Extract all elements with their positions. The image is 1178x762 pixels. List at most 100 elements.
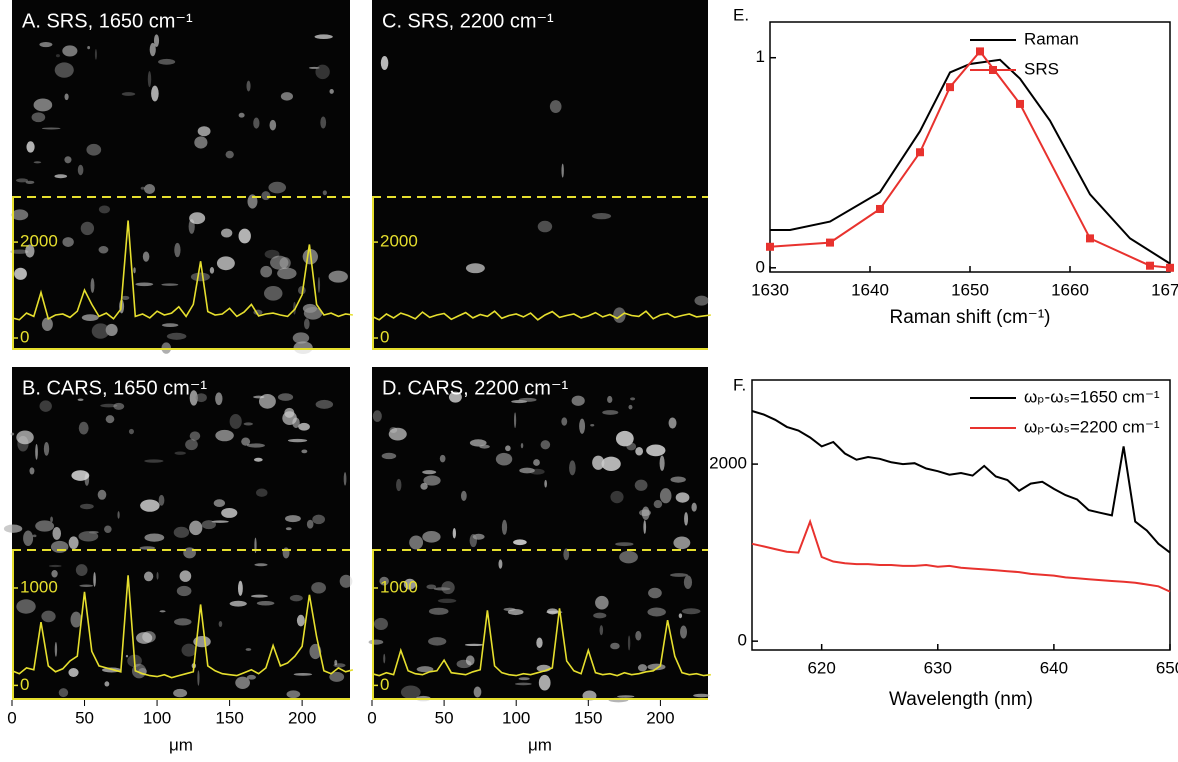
- speckle: [133, 267, 136, 274]
- speckle: [518, 677, 530, 681]
- x-tick-label: 50: [75, 708, 94, 727]
- x-tick-label: 100: [502, 708, 530, 727]
- speckle: [296, 614, 305, 627]
- speckle: [561, 163, 564, 178]
- speckle: [675, 492, 690, 503]
- speckle: [35, 444, 38, 460]
- speckle: [426, 584, 437, 590]
- speckle: [33, 161, 42, 164]
- speckle: [537, 220, 553, 233]
- speckle: [261, 191, 271, 201]
- speckle: [285, 515, 301, 523]
- speckle: [68, 536, 79, 550]
- speckle: [423, 475, 441, 486]
- speckle: [237, 580, 243, 596]
- speckle: [379, 576, 389, 586]
- speckle: [409, 535, 424, 550]
- speckle: [144, 184, 156, 195]
- speckle: [250, 594, 268, 598]
- x-tick-label: 1640: [851, 280, 889, 299]
- speckle: [113, 402, 125, 410]
- speckle: [143, 571, 154, 582]
- speckle: [39, 400, 52, 412]
- speckle: [41, 127, 61, 130]
- y-tick-label: 0: [20, 675, 29, 694]
- speckle: [173, 526, 190, 538]
- speckle: [80, 221, 95, 236]
- speckle: [320, 116, 327, 129]
- speckle: [77, 164, 84, 176]
- speckle: [549, 100, 562, 113]
- speckle: [520, 442, 524, 449]
- speckle: [43, 442, 50, 456]
- speckle: [158, 494, 165, 506]
- series-line: [751, 518, 1171, 593]
- speckle: [314, 34, 333, 40]
- speckle: [428, 637, 447, 646]
- speckle: [533, 459, 540, 466]
- speckle: [201, 520, 216, 530]
- speckle: [518, 397, 537, 402]
- y-tick-label: 1: [756, 47, 765, 66]
- speckle: [121, 295, 130, 300]
- speckle: [268, 181, 287, 194]
- speckle: [422, 531, 441, 543]
- speckle: [68, 668, 79, 677]
- speckle: [670, 476, 686, 483]
- speckle: [400, 685, 421, 699]
- speckle: [452, 527, 457, 539]
- speckle: [100, 403, 118, 408]
- legend-label: ωₚ-ωₛ=2200 cm⁻¹: [1024, 417, 1160, 436]
- legend-marker: [989, 66, 997, 74]
- speckle: [39, 41, 53, 48]
- speckle: [659, 488, 672, 504]
- legend-label: Raman: [1024, 29, 1079, 48]
- speckle: [599, 625, 604, 636]
- speckle: [78, 421, 89, 435]
- speckle: [194, 136, 208, 149]
- speckle: [277, 267, 297, 280]
- speckle: [209, 267, 215, 274]
- speckle: [456, 659, 472, 669]
- speckle: [617, 695, 635, 698]
- speckle: [253, 117, 260, 129]
- speckle: [678, 613, 683, 619]
- speckle: [75, 564, 88, 577]
- panel-title: B. CARS, 1650 cm⁻¹: [22, 377, 207, 399]
- speckle: [54, 174, 68, 179]
- speckle: [615, 542, 634, 547]
- legend-label: ωₚ-ωₛ=1650 cm⁻¹: [1024, 387, 1160, 406]
- speckle: [538, 674, 551, 691]
- speckle: [513, 539, 527, 546]
- speckle: [197, 670, 200, 686]
- speckle: [23, 530, 34, 547]
- speckle: [513, 412, 517, 429]
- speckle: [312, 514, 326, 525]
- speckle: [628, 404, 633, 410]
- speckle: [264, 249, 280, 259]
- speckle: [317, 277, 321, 293]
- speckle: [469, 439, 487, 447]
- speckle: [104, 681, 110, 687]
- speckle: [179, 570, 192, 582]
- speckle: [50, 516, 53, 523]
- speckle: [78, 531, 99, 542]
- panel-label: E.: [733, 5, 749, 24]
- marker: [1166, 263, 1174, 272]
- speckle: [315, 64, 330, 80]
- speckle: [293, 672, 313, 676]
- speckle: [79, 584, 94, 587]
- speckle: [615, 430, 634, 447]
- speckle: [29, 467, 35, 475]
- profile-frame: [12, 550, 350, 700]
- speckle: [54, 641, 58, 657]
- y-tick-label: 1000: [20, 577, 58, 596]
- speckle: [159, 610, 166, 613]
- speckle: [238, 112, 245, 118]
- y-tick-label: 2000: [380, 232, 418, 251]
- speckle: [139, 546, 156, 550]
- panel-title: D. CARS, 2200 cm⁻¹: [382, 377, 569, 399]
- speckle: [329, 89, 334, 94]
- speckle: [195, 393, 207, 403]
